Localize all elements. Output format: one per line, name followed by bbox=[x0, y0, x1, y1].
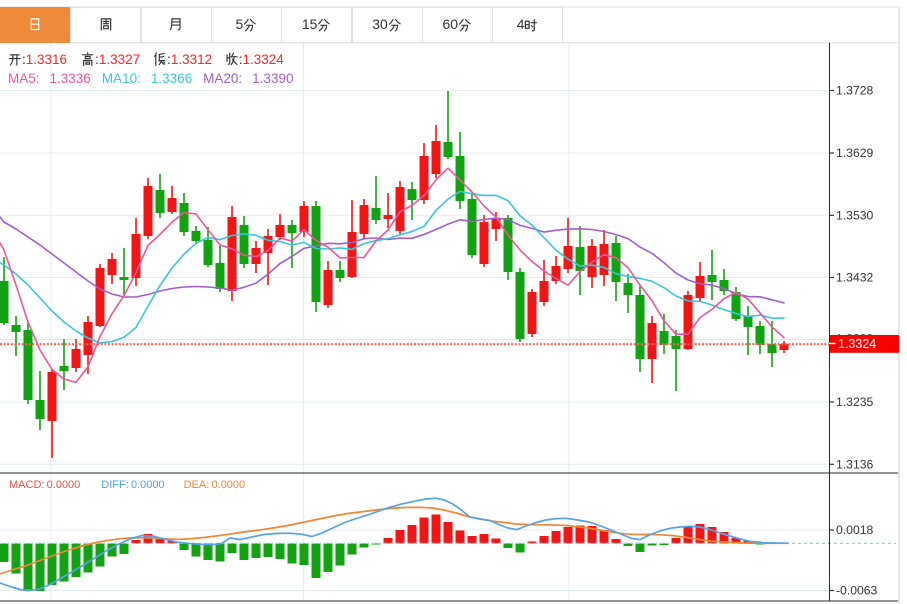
svg-text:1.3136: 1.3136 bbox=[836, 458, 873, 472]
svg-text:1.3728: 1.3728 bbox=[836, 84, 873, 98]
svg-text:1.3324: 1.3324 bbox=[838, 337, 876, 351]
svg-text:1.3235: 1.3235 bbox=[836, 395, 873, 409]
svg-text:1.3629: 1.3629 bbox=[836, 146, 873, 160]
svg-text:0.0018: 0.0018 bbox=[836, 523, 873, 537]
svg-text:1.3530: 1.3530 bbox=[836, 209, 873, 223]
svg-text:1.3432: 1.3432 bbox=[836, 271, 873, 285]
svg-text:-0.0063: -0.0063 bbox=[836, 584, 878, 598]
